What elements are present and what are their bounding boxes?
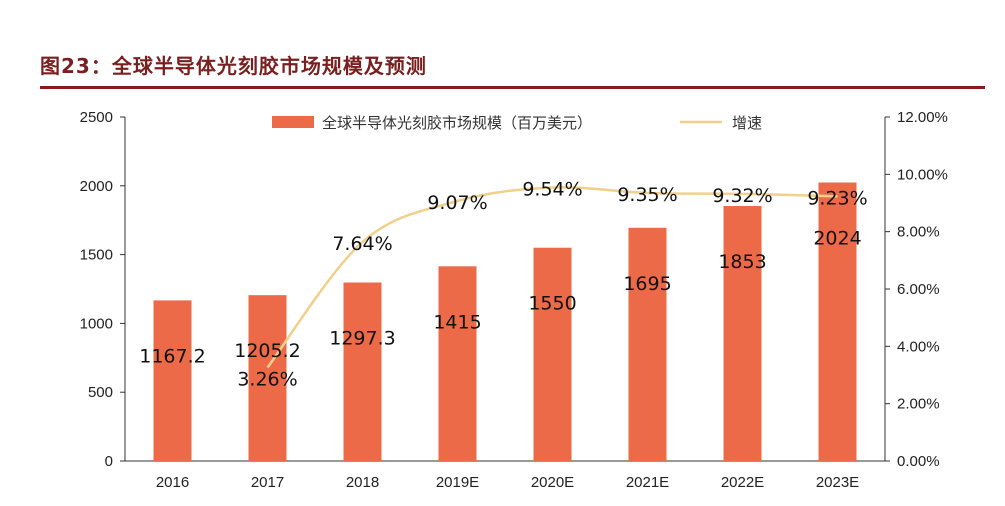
right-axis-tick-label: 0.00%: [897, 453, 940, 470]
bar-value-label: 2024: [813, 227, 861, 249]
growth-rate-label: 9.35%: [617, 184, 677, 206]
bar: [248, 295, 287, 461]
bar: [723, 206, 762, 461]
growth-rate-label: 9.32%: [712, 185, 772, 207]
growth-rate-label: 9.07%: [427, 192, 487, 214]
growth-rate-label: 9.23%: [807, 187, 867, 209]
right-axis-tick-label: 12.00%: [897, 109, 948, 126]
chart-title: 图23：全球半导体光刻胶市场规模及预测: [40, 54, 427, 78]
bar: [533, 247, 572, 461]
left-axis-tick-label: 1500: [80, 247, 113, 264]
growth-rate-label: 7.64%: [332, 233, 392, 255]
growth-rate-label: 3.26%: [237, 369, 297, 391]
x-axis-tick-label: 2020E: [531, 474, 574, 491]
bar-value-label: 1415: [433, 311, 481, 333]
left-axis-tick-label: 500: [88, 384, 113, 401]
left-axis-tick-label: 2500: [80, 109, 113, 126]
bar: [438, 266, 477, 461]
left-axis-tick-label: 1000: [80, 315, 113, 332]
x-axis-tick-label: 2018: [346, 474, 379, 491]
right-axis-tick-label: 2.00%: [897, 396, 940, 413]
title-divider: [40, 86, 985, 89]
x-axis-tick-label: 2021E: [626, 474, 669, 491]
legend-line-label: 增速: [732, 114, 762, 132]
growth-rate-label: 9.54%: [522, 179, 582, 201]
legend-bar-label: 全球半导体光刻胶市场规模（百万美元）: [322, 114, 592, 132]
right-axis-tick-label: 8.00%: [897, 224, 940, 241]
growth-rate-line: [266, 186, 838, 369]
x-axis-tick-label: 2019E: [436, 474, 479, 491]
left-axis-tick-label: 2000: [80, 178, 113, 195]
left-axis-tick-label: 0: [105, 453, 113, 470]
bar-value-label: 1550: [528, 293, 576, 315]
bar-value-label: 1695: [623, 273, 671, 295]
x-axis-tick-label: 2017: [251, 474, 284, 491]
bar-value-label: 1853: [718, 251, 766, 273]
x-axis-tick-label: 2023E: [816, 474, 859, 491]
bar: [818, 182, 857, 461]
bar-value-label: 1297.3: [329, 327, 395, 349]
bar: [628, 227, 667, 461]
bar-value-label: 1205.2: [234, 340, 300, 362]
legend-bar-swatch: [272, 116, 314, 128]
x-axis-tick-label: 2016: [156, 474, 189, 491]
right-axis-tick-label: 10.00%: [897, 166, 948, 183]
bar-value-label: 1167.2: [139, 345, 205, 367]
bar: [153, 300, 192, 461]
right-axis-tick-label: 4.00%: [897, 338, 940, 355]
x-axis-tick-label: 2022E: [721, 474, 764, 491]
right-axis-tick-label: 6.00%: [897, 281, 940, 298]
bar: [343, 282, 382, 461]
